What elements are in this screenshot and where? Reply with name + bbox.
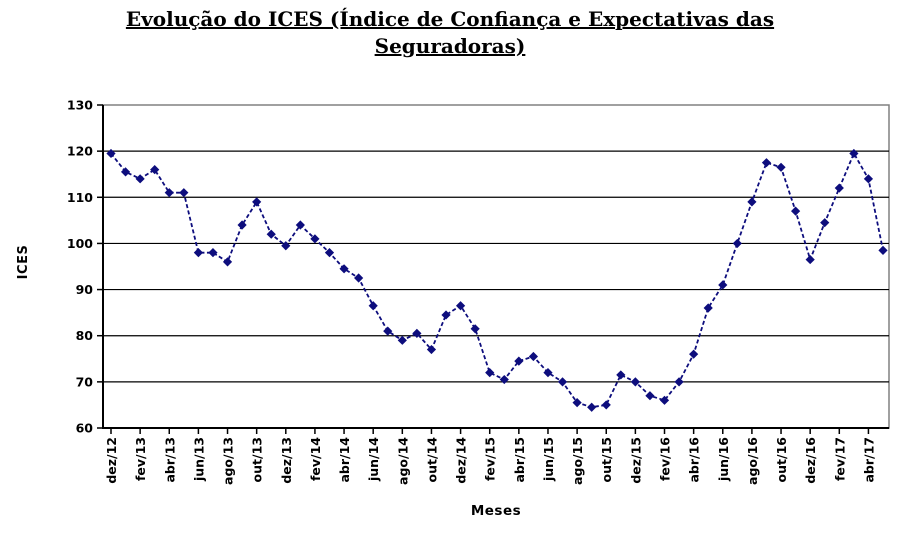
data-point-marker [557, 377, 568, 387]
data-point-marker [412, 328, 422, 339]
data-point-marker [674, 377, 684, 387]
data-point-marker [776, 162, 786, 172]
x-tick-label: fev/13 [133, 437, 148, 481]
data-point-marker [485, 368, 495, 378]
y-tick-label: 100 [67, 236, 93, 251]
x-tick-label: jun/14 [366, 437, 381, 482]
data-point-marker [281, 241, 291, 251]
x-tick-label: fev/15 [483, 437, 498, 481]
data-point-marker [455, 301, 466, 311]
data-point-marker [659, 395, 670, 405]
data-point-marker [849, 148, 859, 159]
y-tick-label: 80 [76, 328, 94, 343]
data-point-marker [543, 368, 553, 378]
x-tick-label: abr/15 [512, 437, 527, 483]
data-point-marker [208, 248, 218, 258]
x-tick-label: jun/13 [191, 437, 206, 482]
x-axis-title: Meses [470, 503, 522, 519]
data-point-marker [252, 197, 262, 207]
x-tick-label: dez/14 [454, 437, 469, 484]
data-point-marker [732, 238, 742, 249]
data-point-marker [193, 248, 203, 258]
data-point-marker [135, 174, 145, 184]
data-point-marker [863, 174, 874, 184]
y-tick-label: 70 [76, 374, 94, 389]
data-point-marker [237, 220, 247, 230]
data-point-marker [601, 400, 611, 410]
data-point-marker [179, 188, 189, 198]
x-tick-label: fev/16 [658, 437, 673, 481]
chart-title-line2: Seguradoras) [374, 34, 526, 58]
x-tick-label: dez/12 [104, 437, 119, 484]
x-tick-label: jun/15 [541, 437, 556, 482]
data-point-marker [164, 188, 174, 198]
chart-title-line1: Evolução do ICES (Índice de Confiança e … [125, 7, 775, 31]
data-point-marker [528, 351, 539, 362]
chart-title: Evolução do ICES (Índice de Confiança e … [40, 6, 860, 60]
plot-area [102, 104, 890, 429]
data-point-marker [310, 234, 320, 244]
data-point-marker [689, 349, 699, 359]
data-point-marker [150, 165, 160, 175]
data-point-marker [106, 148, 116, 159]
data-point-marker [222, 257, 233, 267]
y-tick-label: 130 [67, 98, 93, 113]
data-point-marker [587, 402, 597, 412]
x-tick-label: out/15 [599, 437, 614, 482]
x-tick-label: ago/16 [745, 437, 760, 485]
data-point-marker [791, 206, 801, 216]
data-point-marker [339, 264, 349, 274]
x-tick-label: abr/16 [687, 437, 702, 483]
data-point-marker [397, 335, 407, 345]
y-tick-label: 90 [76, 282, 94, 297]
data-point-marker [630, 377, 640, 387]
data-point-marker [354, 273, 364, 283]
x-tick-label: abr/13 [162, 437, 177, 483]
data-point-marker [499, 374, 509, 385]
data-point-marker [703, 303, 713, 313]
x-tick-label: dez/15 [628, 437, 643, 484]
data-point-marker [295, 220, 305, 230]
x-tick-label: out/13 [250, 437, 265, 482]
x-tick-label: abr/14 [337, 437, 352, 483]
x-tick-label: ago/14 [395, 437, 410, 485]
data-point-marker [324, 248, 335, 258]
y-tick-label: 120 [67, 144, 93, 159]
data-point-marker [820, 218, 830, 228]
data-point-marker [120, 167, 131, 177]
x-tick-label: jun/16 [716, 437, 731, 482]
data-point-marker [616, 370, 626, 380]
data-point-marker [645, 391, 655, 401]
x-tick-label: out/16 [774, 437, 789, 483]
data-point-marker [747, 197, 757, 207]
x-tick-label: abr/17 [861, 437, 876, 483]
data-point-marker [514, 356, 524, 366]
y-tick-label: 110 [67, 190, 93, 205]
data-point-marker [878, 245, 888, 255]
y-axis-title: ICES [16, 244, 31, 280]
data-point-marker [761, 158, 772, 168]
x-tick-label: out/14 [424, 437, 439, 483]
data-point-marker [383, 326, 393, 336]
x-tick-label: ago/13 [221, 437, 236, 485]
data-point-marker [441, 310, 451, 320]
x-tick-label: fev/17 [832, 437, 847, 481]
data-point-marker [572, 398, 582, 408]
data-point-marker [470, 324, 480, 334]
x-tick-label: fev/14 [308, 437, 323, 481]
data-point-marker [368, 301, 378, 311]
data-point-marker [834, 183, 844, 193]
data-point-marker [266, 229, 276, 239]
data-point-marker [718, 280, 728, 290]
x-tick-label: ago/15 [570, 437, 585, 485]
ices-series-line [110, 151, 884, 409]
data-point-marker [805, 254, 815, 265]
x-tick-label: dez/16 [803, 437, 818, 484]
x-tick-label: dez/13 [279, 437, 294, 484]
y-tick-label: 60 [76, 421, 94, 436]
data-point-marker [426, 344, 437, 355]
